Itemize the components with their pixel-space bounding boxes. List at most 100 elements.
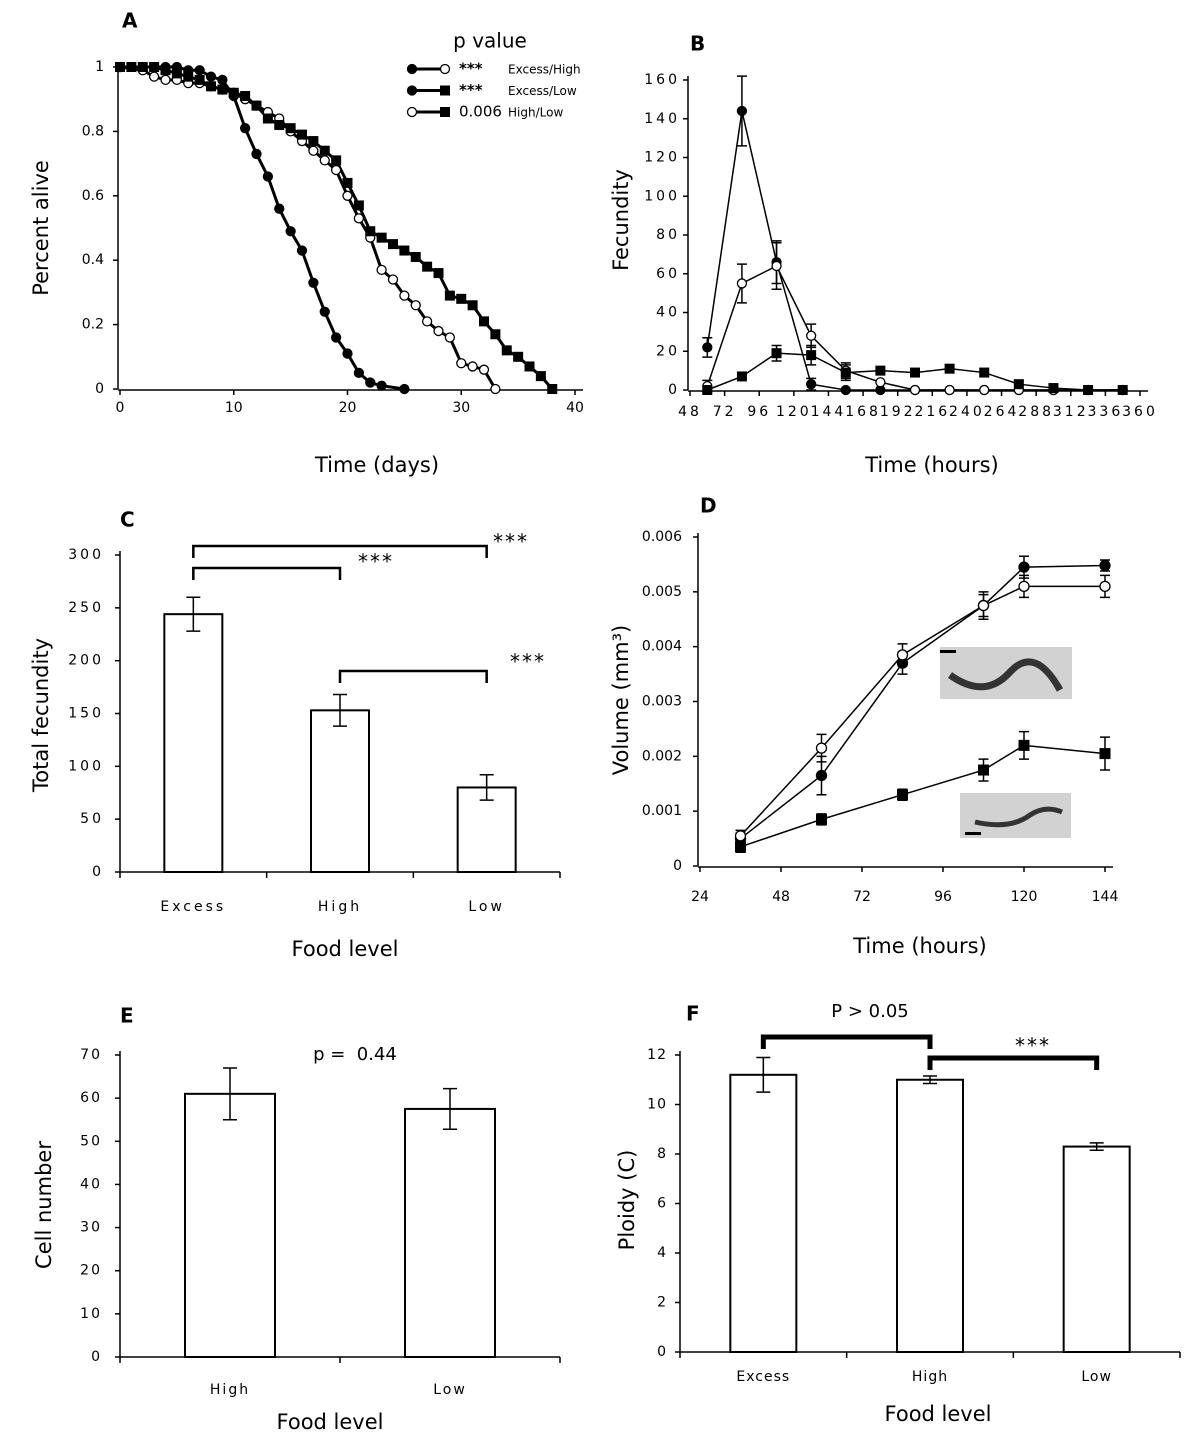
legend-marker [406,63,418,75]
y-axis-label: Total fecundity [29,638,53,793]
x-tick-label: High [318,899,362,915]
y-axis-label: Volume (mm³) [609,625,633,776]
marker [194,74,205,85]
x-tick-label: 48 [678,404,702,420]
marker [734,830,747,842]
marker [1099,559,1111,572]
x-tick-label: 168 [845,404,881,420]
marker [274,203,285,214]
marker [206,81,216,92]
x-tick-label: Low [468,899,505,915]
y-tick-label: 0 [668,382,680,398]
y-axis-label: Cell number [32,1141,56,1269]
significance-bracket [192,566,342,580]
error-bar [443,1087,457,1130]
marker [456,358,467,369]
x-tick-label: 24 [691,889,709,905]
x-tick-label: 144 [811,404,847,420]
marker [296,245,308,256]
legend-marker [440,85,450,96]
series-line [739,585,1105,837]
y-tick-label: 200 [68,653,104,669]
x-tick-label: High [210,1382,250,1398]
y-tick-label: 40 [80,1176,102,1192]
marker [978,764,989,776]
y-tick-label: 20 [656,343,680,359]
x-tick-label: 0 [116,400,125,416]
marker [308,136,319,147]
marker [490,383,501,395]
marker [444,332,456,343]
marker [376,264,387,276]
panel-label: C [120,508,135,532]
marker [308,277,319,288]
marker [285,123,296,134]
y-tick-label: 160 [644,72,680,88]
x-tick-label: 10 [225,400,243,416]
legend-label: Excess/Low [508,84,577,98]
y-tick-label: 60 [80,1090,102,1106]
marker [875,377,886,388]
marker [228,87,239,98]
y-tick-label: 40 [656,305,680,321]
series-line [706,110,1123,391]
marker [771,348,782,359]
marker [501,345,512,356]
series-line [119,65,497,390]
x-tick-label: 360 [1122,404,1158,420]
marker [1018,580,1030,592]
marker [1099,580,1111,592]
marker [513,351,524,362]
x-tick-label: 120 [1011,889,1038,905]
bar [1062,1145,1131,1353]
worm [974,806,1063,828]
marker [353,200,364,211]
bar [456,786,517,874]
marker [217,74,228,86]
marker [524,361,535,372]
marker [251,100,262,111]
x-tick-label: 30 [452,400,470,416]
marker [478,364,490,375]
marker [467,361,478,372]
error-bar [186,596,201,632]
marker [342,348,353,359]
y-tick-label: 8 [657,1146,667,1162]
marker [1083,385,1094,395]
y-tick-label: 0.006 [642,529,682,545]
x-tick-label: Excess [160,899,226,915]
legend-title: p value [453,29,527,53]
marker [353,213,365,224]
marker [806,350,817,361]
error-bar [756,1056,771,1093]
y-tick-label: 0.004 [642,639,682,655]
marker [262,113,273,124]
y-tick-label: 250 [68,600,104,616]
y-tick-label: 70 [80,1047,102,1063]
y-axis-label: Ploidy (C) [615,1150,639,1251]
bar [896,1078,964,1353]
marker [126,62,137,72]
marker [239,123,251,134]
x-axis-label: Food level [885,1402,992,1426]
x-tick-label: Excess [736,1369,790,1385]
legend-label: High/Low [508,106,563,120]
marker [736,371,747,382]
error-bar [333,693,347,727]
marker [137,62,148,72]
marker [353,367,365,379]
bar [310,709,370,874]
marker [910,367,920,378]
y-tick-label: 60 [656,266,680,282]
x-tick-label: 264 [984,404,1020,420]
worm-image [960,793,1071,838]
y-tick-label: 0.002 [642,748,682,764]
significance-label: P > 0.05 [831,1001,908,1022]
marker [160,65,171,76]
marker [149,62,160,72]
x-tick-label: 72 [713,404,737,420]
x-tick-label: 192 [880,404,916,420]
marker [410,251,421,262]
y-tick-label: 50 [80,811,104,827]
